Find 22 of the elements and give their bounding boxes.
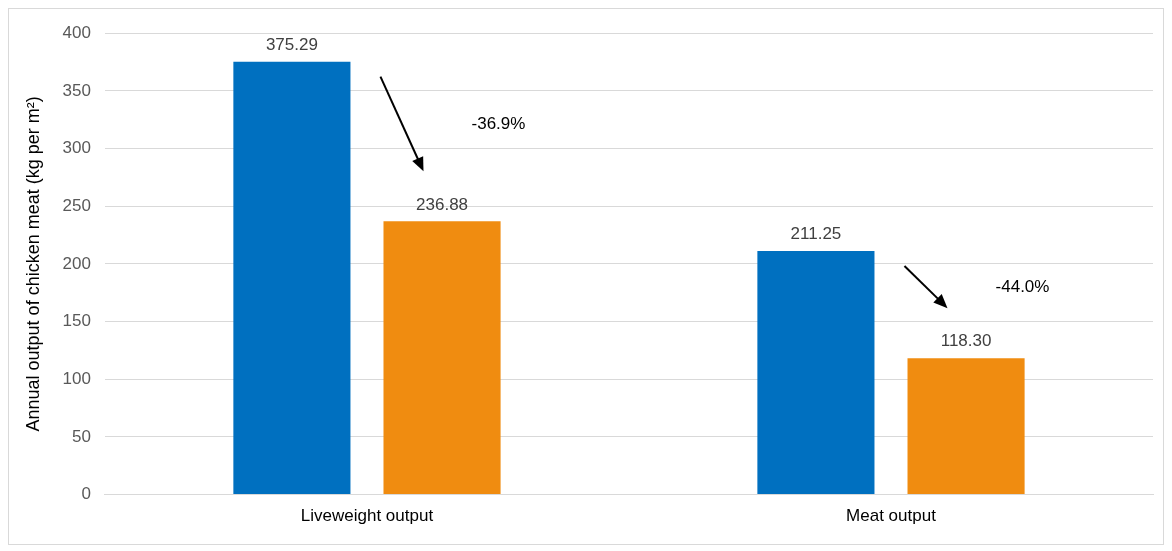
y-tick-label: 400 — [62, 22, 91, 42]
y-tick-label: 100 — [62, 368, 91, 388]
y-tick-label: 250 — [62, 195, 91, 215]
annotation: -36.9% — [471, 113, 526, 133]
data-label: 211.25 — [790, 224, 842, 244]
bar — [907, 358, 1025, 495]
data-label: 118.30 — [940, 331, 992, 351]
annotation: -44.0% — [995, 276, 1050, 296]
bar — [383, 221, 501, 495]
bar — [233, 61, 351, 495]
x-tick-label: Meat output — [846, 506, 937, 526]
y-tick-label: 350 — [62, 80, 91, 100]
y-tick-label: 50 — [72, 426, 91, 446]
bar — [757, 250, 875, 495]
data-label: 375.29 — [265, 34, 318, 54]
y-tick-label: 200 — [62, 253, 91, 273]
y-axis-title: Annual output of chicken meat (kg per m²) — [22, 96, 43, 432]
y-tick-label: 300 — [62, 138, 91, 158]
data-label: 236.88 — [416, 194, 469, 214]
y-tick-label: 150 — [62, 311, 91, 331]
y-tick-label: 0 — [81, 484, 91, 504]
x-tick-label: Liveweight output — [300, 506, 434, 526]
